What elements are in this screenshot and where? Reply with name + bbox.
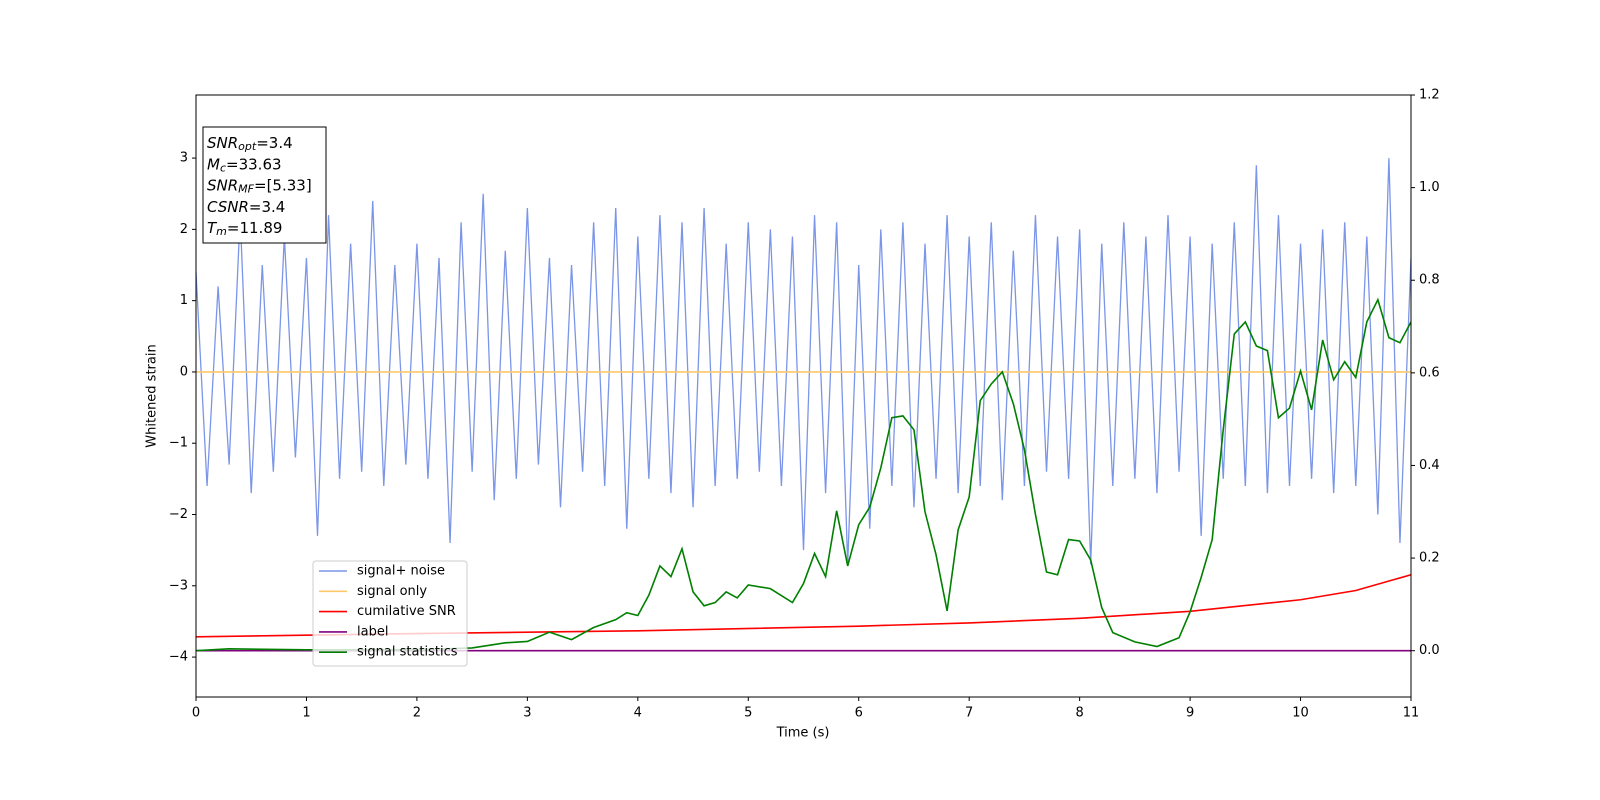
annotation-subscript: m	[216, 225, 227, 238]
legend-label: cumilative SNR	[357, 604, 456, 619]
annotation-subscript: MF	[238, 183, 254, 196]
annotation-line: SNRopt=3.4	[207, 134, 293, 154]
series-line	[196, 573, 1411, 638]
x-tick-label: 0	[192, 706, 200, 721]
annotation-frame	[202, 126, 327, 244]
annotation-subscript: c	[220, 161, 226, 174]
y-tick-label: 2	[180, 222, 188, 237]
annotation-text: =3.4	[249, 197, 285, 215]
legend: signal+ noise signal only cumilative SNR la…	[312, 560, 468, 667]
y2-tick-label: 0.6	[1419, 365, 1440, 380]
annotation-symbol: SNR	[207, 176, 238, 194]
plot-frame	[195, 94, 1412, 698]
y2-tick-label: 0.8	[1419, 273, 1440, 288]
y-tick-label: −1	[169, 436, 188, 451]
x-tick-label: 6	[855, 706, 863, 721]
y-tick-label: 1	[180, 293, 188, 308]
y2-tick-label: 1.2	[1419, 88, 1440, 103]
y-tick-label: 3	[180, 151, 188, 166]
y2-tick-label: 1.0	[1419, 180, 1440, 195]
y2-tick-label: 0.4	[1419, 458, 1440, 473]
x-tick-label: 1	[302, 706, 310, 721]
annotation-box: SNRopt=3.4Mc=33.63SNRMF=[5.33]CSNR=3.4Tm…	[202, 126, 327, 244]
y2-tick-label: 0.2	[1419, 551, 1440, 566]
x-axis-label: Time (s)	[776, 726, 830, 741]
annotation-text: =3.4	[256, 134, 292, 152]
y-tick-label: −4	[169, 650, 188, 665]
legend-label: signal statistics	[357, 645, 458, 660]
annotation-symbol: T	[207, 219, 218, 237]
y-tick-label: −3	[169, 578, 188, 593]
x-tick-label: 8	[1075, 706, 1083, 721]
y-tick-label: 0	[180, 364, 188, 379]
annotation-text: =33.63	[226, 155, 282, 173]
y-tick-label: −2	[169, 507, 188, 522]
legend-label: signal+ noise	[357, 564, 445, 579]
annotation-text: =[5.33]	[254, 176, 312, 194]
x-tick-label: 7	[965, 706, 973, 721]
annotation-symbol: M	[207, 155, 220, 173]
x-tick-label: 2	[413, 706, 421, 721]
annotation-text: =11.89	[227, 219, 283, 237]
x-tick-label: 5	[744, 706, 752, 721]
legend-label: signal only	[357, 584, 427, 599]
series-line	[196, 297, 1411, 652]
y-axis-label: Whitened strain	[145, 344, 160, 447]
x-tick-label: 10	[1292, 706, 1309, 721]
annotation-subscript: opt	[238, 140, 257, 153]
annotation-line: CSNR=3.4	[207, 197, 285, 215]
y2-tick-label: 0.0	[1419, 643, 1440, 658]
annotation-line: Mc=33.63	[207, 155, 282, 175]
annotation-line: Tm=11.89	[207, 219, 282, 239]
annotation-symbol: CSNR	[207, 197, 249, 215]
legend-frame	[312, 560, 468, 667]
x-tick-label: 9	[1186, 706, 1194, 721]
x-tick-label: 11	[1403, 706, 1420, 721]
legend-label: label	[357, 624, 388, 639]
x-tick-label: 4	[634, 706, 642, 721]
series-line	[196, 158, 1411, 565]
x-tick-label: 3	[523, 706, 531, 721]
annotation-line: SNRMF=[5.33]	[207, 176, 312, 196]
annotation-symbol: SNR	[207, 134, 238, 152]
